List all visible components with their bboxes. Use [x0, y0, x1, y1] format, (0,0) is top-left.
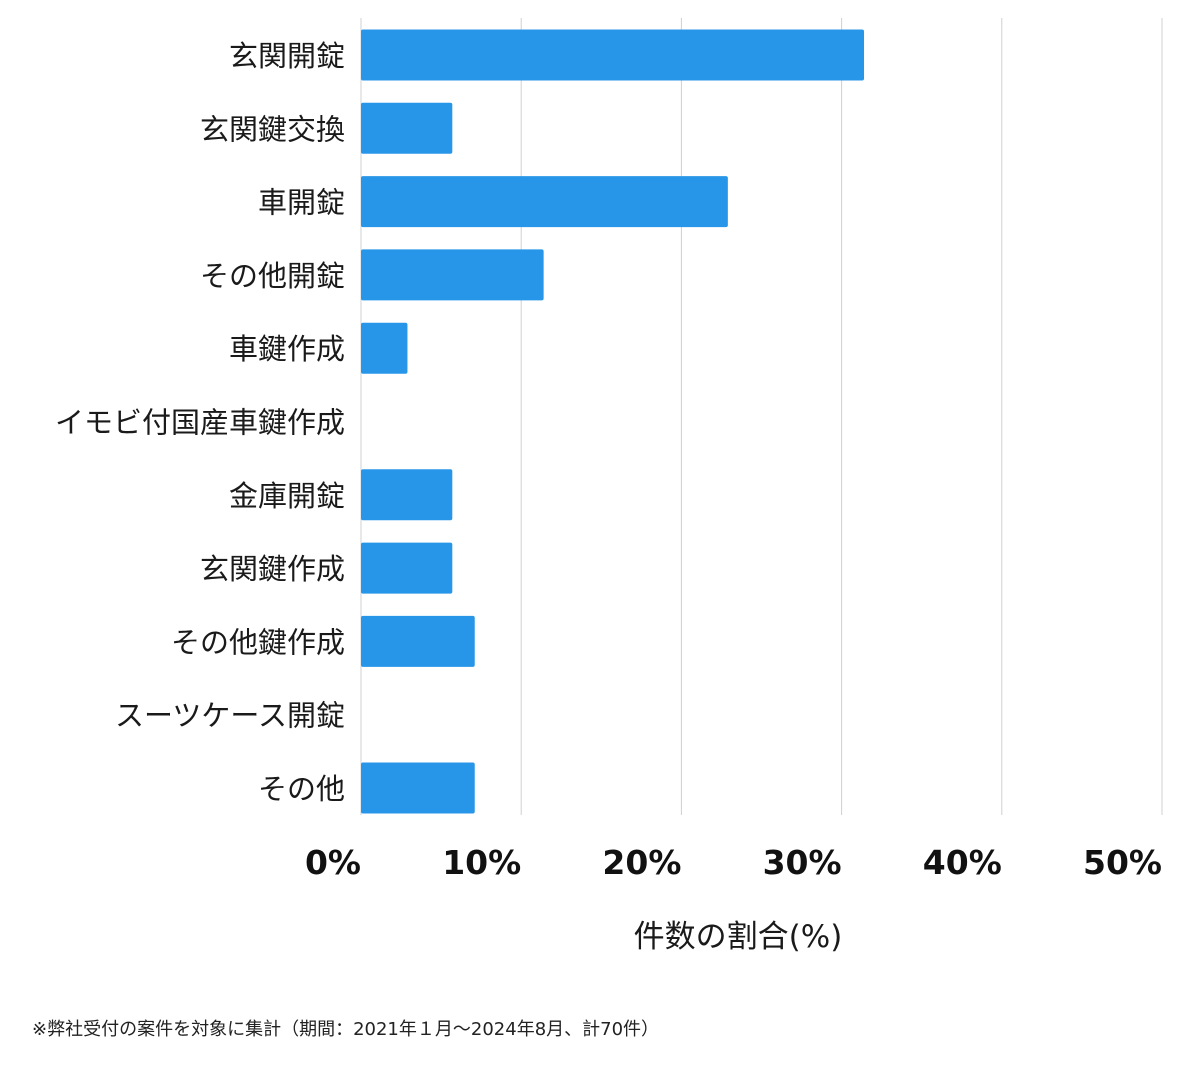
tick-label-0: 0% — [305, 843, 361, 882]
bar-3 — [361, 249, 544, 301]
category-label-8: その他鍵作成 — [171, 625, 345, 659]
category-label-3: その他開錠 — [200, 259, 345, 293]
bar-2 — [361, 176, 728, 228]
bar-8 — [361, 615, 475, 667]
tick-label-3: 30% — [763, 843, 842, 882]
category-label-2: 車開錠 — [258, 186, 345, 220]
tick-label-1: 10% — [442, 843, 521, 882]
grid-lines — [360, 18, 1163, 815]
tick-label-4: 40% — [923, 843, 1002, 882]
tick-label-2: 20% — [602, 843, 681, 882]
category-label-7: 玄関鍵作成 — [200, 552, 345, 586]
x-tick-labels: 0% 10% 20% 30% 40% 50% — [305, 843, 1162, 882]
bar-4 — [361, 322, 408, 374]
category-labels: 玄関開錠玄関鍵交換車開錠その他開錠車鍵作成イモビ付国産車鍵作成金庫開錠玄関鍵作成… — [55, 39, 345, 806]
category-label-1: 玄関鍵交換 — [200, 112, 345, 146]
bar-10 — [361, 762, 475, 814]
bar-1 — [361, 102, 453, 154]
x-axis-title: 件数の割合(%) — [634, 919, 843, 955]
category-label-9: スーツケース開錠 — [115, 699, 345, 733]
category-label-10: その他 — [258, 772, 345, 806]
bar-0 — [361, 29, 865, 81]
category-label-4: 車鍵作成 — [229, 332, 345, 366]
tick-label-5: 50% — [1083, 843, 1162, 882]
bars — [361, 29, 865, 814]
bar-7 — [361, 542, 453, 594]
footnote: ※弊社受付の案件を対象に集計（期間：2021年１月〜2024年8月、計70件） — [32, 1019, 659, 1040]
category-label-6: 金庫開錠 — [229, 479, 345, 513]
category-label-0: 玄関開錠 — [229, 39, 345, 73]
bar-6 — [361, 469, 453, 521]
category-label-5: イモビ付国産車鍵作成 — [55, 406, 345, 440]
